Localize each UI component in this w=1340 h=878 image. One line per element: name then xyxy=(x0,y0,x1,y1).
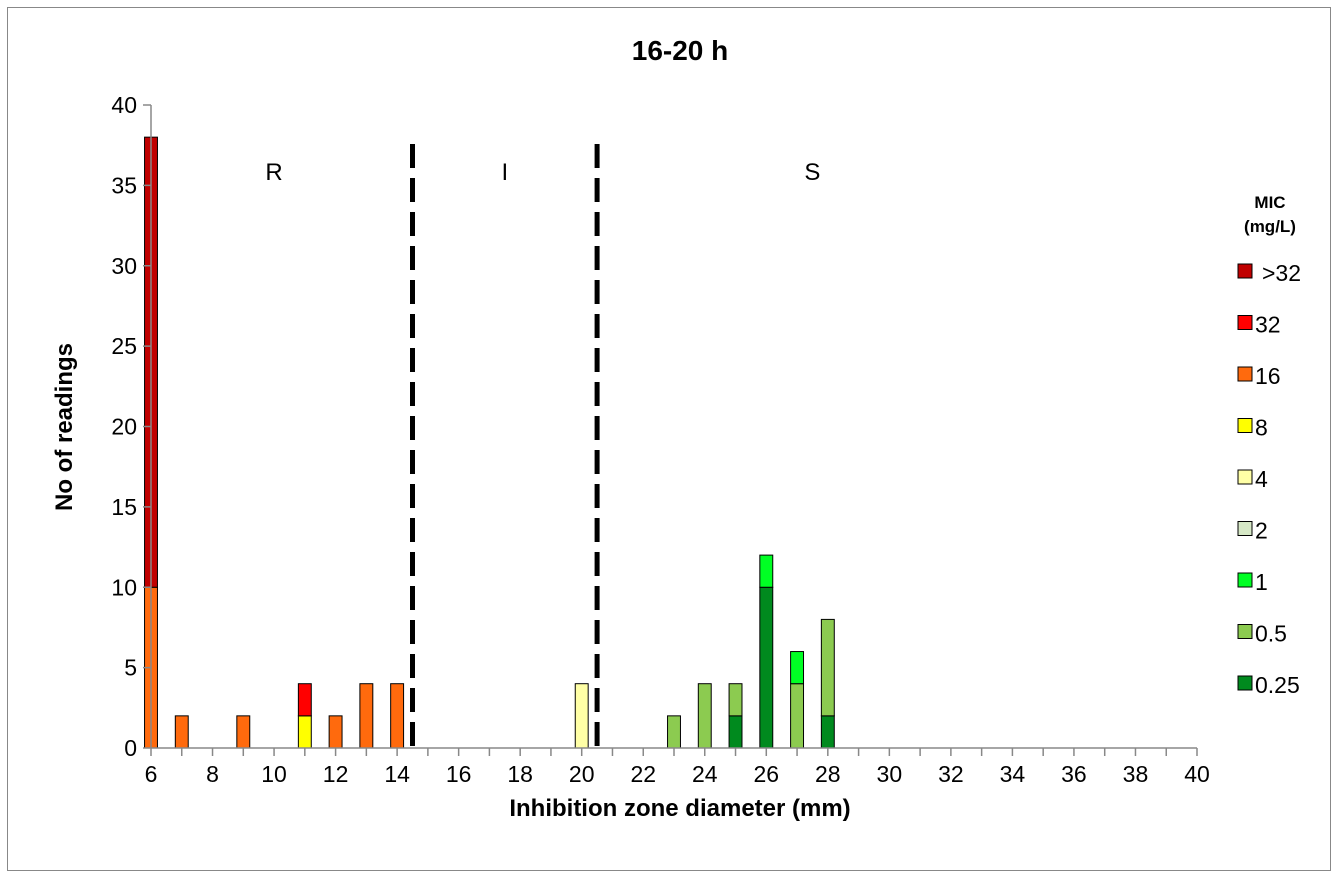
x-tick-label: 22 xyxy=(630,761,656,787)
legend-title: MIC xyxy=(1254,193,1285,212)
legend-swatch xyxy=(1237,521,1253,536)
bar-segment xyxy=(790,651,805,685)
bar-segment xyxy=(759,586,774,749)
x-axis-title: Inhibition zone diameter (mm) xyxy=(509,795,850,822)
region-label: I xyxy=(501,159,508,186)
legend-entry: 8 xyxy=(1237,415,1268,441)
x-tick-label: 26 xyxy=(753,761,779,787)
legend-label: >32 xyxy=(1262,260,1301,286)
y-tick-label: 35 xyxy=(111,172,137,198)
legend: MIC (mg/L) >32 32 16 8 4 2 1 0.5 0.25 xyxy=(1237,193,1301,698)
legend-label: 0.25 xyxy=(1255,672,1300,698)
legend-entry: 1 xyxy=(1237,569,1268,595)
legend-swatch xyxy=(1237,418,1253,433)
legend-swatch xyxy=(1237,263,1253,279)
y-tick-label: 5 xyxy=(124,655,137,681)
x-tick-label: 32 xyxy=(938,761,964,787)
x-tick-label: 38 xyxy=(1123,761,1149,787)
bar-segment xyxy=(728,683,743,717)
x-tick-label: 20 xyxy=(569,761,595,787)
x-tick-label: 16 xyxy=(446,761,472,787)
legend-title: (mg/L) xyxy=(1244,217,1296,236)
legend-swatch xyxy=(1237,469,1253,485)
bar-segment xyxy=(759,554,774,588)
legend-label: 1 xyxy=(1255,569,1268,595)
legend-swatch xyxy=(1237,315,1253,330)
x-tick-label: 40 xyxy=(1184,761,1210,787)
bar-segment xyxy=(236,715,251,749)
x-tick-label: 34 xyxy=(1000,761,1026,787)
y-tick-label: 20 xyxy=(111,414,137,440)
bar-segment xyxy=(297,683,312,717)
legend-entry: 32 xyxy=(1237,312,1281,338)
axes: 0 5 10 15 20 25 30 35 40 6 8 10 12 14 16 18 20 22 24 26 28 30… xyxy=(111,92,1209,787)
legend-entry: 2 xyxy=(1237,518,1268,544)
legend-entry: 16 xyxy=(1237,363,1281,389)
breakpoint-lines xyxy=(410,144,600,748)
bar-segment xyxy=(297,715,312,749)
legend-label: 16 xyxy=(1255,363,1281,389)
x-tick-label: 18 xyxy=(507,761,533,787)
bar-segment xyxy=(728,715,743,749)
bar-segment xyxy=(820,618,835,717)
bars xyxy=(144,136,835,749)
legend-entry: 0.25 xyxy=(1237,672,1300,698)
x-tick-label: 12 xyxy=(323,761,349,787)
y-tick-label: 0 xyxy=(124,735,137,761)
x-tick-label: 14 xyxy=(384,761,410,787)
bar-segment xyxy=(328,715,343,749)
y-tick-label: 25 xyxy=(111,333,137,359)
legend-entry: 4 xyxy=(1237,466,1268,492)
y-tick-label: 10 xyxy=(111,574,137,600)
legend-swatch xyxy=(1237,675,1253,691)
legend-entry: 0.5 xyxy=(1237,621,1287,647)
bar-segment xyxy=(574,683,589,749)
bar-segment xyxy=(359,683,374,749)
y-axis-title: No of readings xyxy=(51,343,78,511)
bar-segment xyxy=(174,715,189,749)
x-tick-label: 24 xyxy=(692,761,718,787)
bar-segment xyxy=(390,683,405,749)
legend-label: 8 xyxy=(1255,415,1268,441)
x-tick-label: 36 xyxy=(1061,761,1087,787)
bar-segment xyxy=(790,683,805,749)
region-label: R xyxy=(265,159,282,186)
x-tick-label: 8 xyxy=(206,761,219,787)
y-tick-label: 15 xyxy=(111,494,137,520)
x-tick-label: 10 xyxy=(261,761,287,787)
region-label: S xyxy=(804,159,820,186)
legend-label: 0.5 xyxy=(1255,621,1287,647)
x-tick-label: 28 xyxy=(815,761,841,787)
legend-swatch xyxy=(1237,366,1253,382)
y-tick-label: 40 xyxy=(111,92,137,118)
x-tick-label: 6 xyxy=(145,761,158,787)
legend-entry: >32 xyxy=(1237,260,1301,286)
legend-swatch xyxy=(1237,624,1253,639)
y-tick-label: 30 xyxy=(111,253,137,279)
bar-segment xyxy=(667,715,681,749)
legend-swatch xyxy=(1237,572,1253,588)
legend-label: 32 xyxy=(1255,312,1281,338)
legend-label: 4 xyxy=(1255,466,1268,492)
chart-title: 16-20 h xyxy=(632,35,729,66)
bar-segment xyxy=(820,715,835,749)
x-tick-label: 30 xyxy=(877,761,903,787)
legend-label: 2 xyxy=(1255,518,1268,544)
bar-segment xyxy=(697,683,712,749)
